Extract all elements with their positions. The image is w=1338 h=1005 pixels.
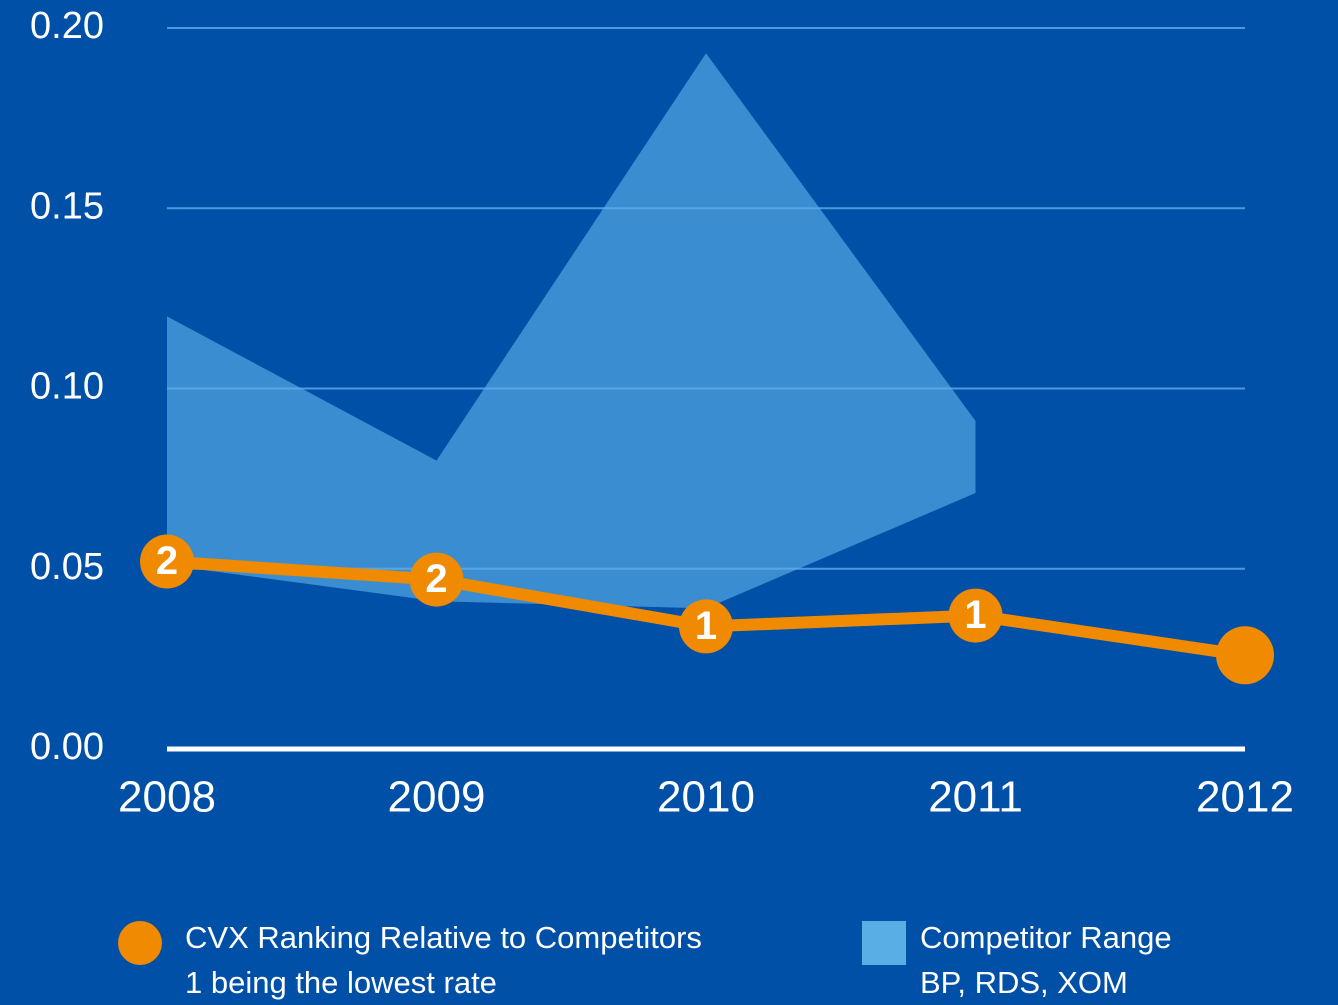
legend-swatch	[118, 921, 162, 965]
x-tick-label: 2008	[118, 773, 216, 822]
x-tick-label: 2009	[388, 773, 486, 822]
x-tick-label: 2010	[657, 773, 755, 822]
y-tick-label: 0.00	[30, 726, 104, 768]
x-tick-label: 2012	[1196, 773, 1294, 822]
data-label: 1	[964, 593, 986, 637]
data-label: 1	[695, 604, 717, 648]
range-area	[167, 53, 976, 609]
marker	[140, 534, 194, 589]
marker	[948, 588, 1003, 643]
data-label: 2	[425, 557, 447, 601]
marker	[1216, 626, 1274, 685]
legend-swatch	[862, 921, 906, 965]
y-tick-label: 0.15	[30, 185, 104, 227]
legend-note: BP, RDS, XOM	[920, 965, 1128, 1000]
legend-label: Competitor Range	[920, 920, 1172, 955]
legend-label: CVX Ranking Relative to Competitors	[185, 920, 702, 955]
marker	[409, 552, 464, 607]
x-tick-label: 2011	[928, 773, 1023, 822]
y-tick-label: 0.10	[30, 366, 104, 408]
y-tick-label: 0.05	[30, 546, 104, 588]
legend-note: 1 being the lowest rate	[185, 965, 497, 1000]
y-tick-label: 0.20	[30, 5, 104, 47]
marker	[679, 599, 733, 654]
data-label: 2	[156, 539, 178, 583]
